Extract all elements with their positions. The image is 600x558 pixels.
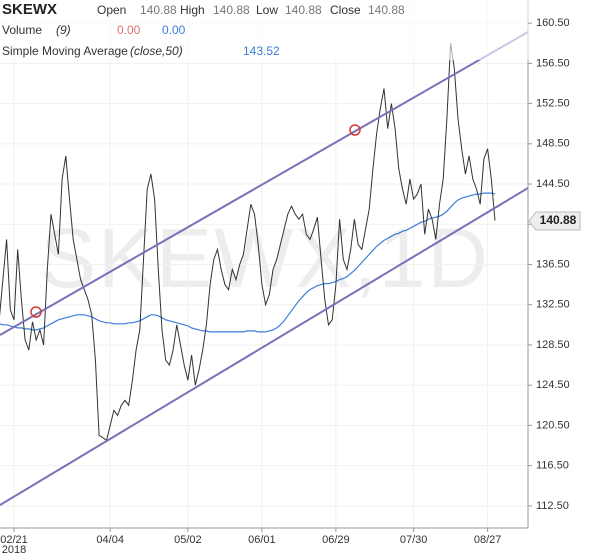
- close-value: 140.88: [368, 3, 405, 17]
- y-tick-label: 120.50: [536, 419, 570, 431]
- y-tick-label: 128.50: [536, 339, 570, 351]
- y-tick-label: 160.50: [536, 17, 570, 29]
- x-tick-label: 06/29: [322, 534, 350, 546]
- volume-label: Volume: [2, 23, 42, 37]
- y-tick-label: 144.50: [536, 178, 570, 190]
- symbol: SKEWX: [2, 1, 57, 18]
- watermark: SKEWX,1D: [40, 211, 490, 305]
- x-tick-label: 02/21: [0, 534, 28, 546]
- x-tick-label: 06/01: [248, 534, 276, 546]
- anchor-point: [30, 306, 42, 318]
- y-tick-label: 132.50: [536, 299, 570, 311]
- open-label: Open: [97, 3, 126, 17]
- legend-bg: [0, 0, 600, 60]
- y-tick-label: 156.50: [536, 57, 570, 69]
- y-tick-label: 116.50: [536, 460, 569, 472]
- low-value: 140.88: [285, 3, 322, 17]
- y-tick-label: 124.50: [536, 379, 570, 391]
- channel: [0, 31, 528, 506]
- close-label: Close: [330, 3, 361, 17]
- x-tick-label: 07/30: [400, 534, 428, 546]
- volume-value: 0.00: [162, 23, 186, 37]
- volume-value: 0.00: [117, 23, 141, 37]
- price-tag-label: 140.88: [540, 213, 577, 227]
- channel-lower: [0, 187, 528, 506]
- x-tick-label: 08/27: [474, 534, 502, 546]
- volume-param: (9): [56, 23, 71, 37]
- anchor-point: [349, 124, 361, 136]
- high-value: 140.88: [213, 3, 250, 17]
- price-tag: [528, 211, 581, 231]
- sma-param: (close,50): [130, 44, 183, 58]
- low-label: Low: [256, 3, 278, 17]
- y-tick-label: 112.50: [536, 500, 569, 512]
- channel-upper: [0, 31, 528, 336]
- year-label: 2018: [2, 544, 26, 556]
- y-tick-label: 148.50: [536, 138, 570, 150]
- series-line: [0, 43, 496, 442]
- sma-value: 143.52: [243, 44, 280, 58]
- sma-label: Simple Moving Average: [2, 44, 128, 58]
- high-label: High: [180, 3, 205, 17]
- y-tick-label: 136.50: [536, 258, 570, 270]
- x-tick-label: 04/04: [96, 534, 124, 546]
- open-value: 140.88: [140, 3, 177, 17]
- series-line: [0, 192, 496, 333]
- y-tick-label: 152.50: [536, 97, 570, 109]
- x-tick-label: 05/02: [174, 534, 202, 546]
